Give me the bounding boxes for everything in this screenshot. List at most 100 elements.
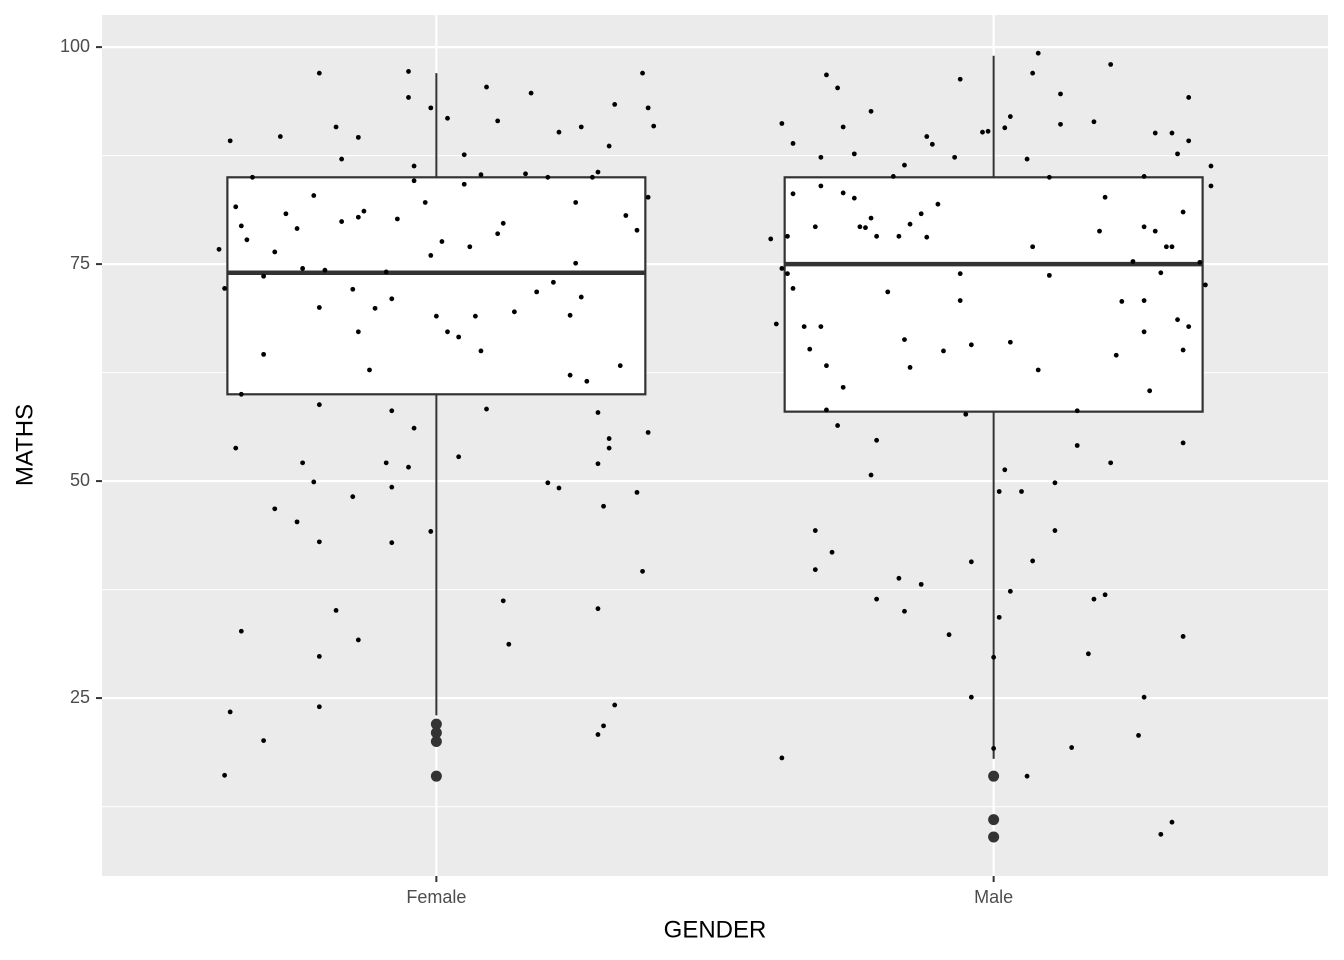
jitter-point [233,445,239,451]
jitter-point [768,236,774,242]
jitter-point [595,461,601,467]
y-axis-title: MATHS [11,404,38,486]
jitter-point [433,313,439,319]
jitter-point [595,732,601,737]
jitter-point [1163,244,1169,250]
jitter-point [578,124,584,130]
jitter-point [428,529,434,534]
outlier [430,727,442,739]
jitter-point [1186,324,1192,329]
jitter-point [316,305,322,310]
jitter-point [634,489,640,495]
jitter-point [640,70,645,76]
jitter-point [350,494,356,500]
outlier [988,831,1000,843]
jitter-point [896,575,902,581]
jitter-point [333,608,339,613]
jitter-point [277,134,283,139]
jitter-point [261,351,267,357]
jitter-point [1141,298,1147,303]
jitter-point [311,193,317,198]
jitter-point [445,115,450,121]
jitter-point [1186,95,1192,100]
jitter-point [1097,228,1102,234]
jitter-point [484,406,489,412]
jitter-point [812,528,818,533]
jitter-point [868,472,874,478]
jitter-point [545,174,551,180]
jitter-point [1007,339,1013,345]
jitter-point [617,363,623,369]
jitter-point [634,227,640,233]
jitter-point [406,95,411,100]
jitter-point [478,172,484,178]
jitter-point [1085,651,1091,657]
jitter-point [968,559,974,565]
jitter-point [996,614,1002,620]
jitter-point [601,723,606,729]
jitter-point [389,408,395,414]
jitter-point [807,346,813,352]
jitter-point [1158,831,1164,837]
jitter-point [902,608,907,614]
jitter-point [957,298,963,303]
jitter-point [790,286,796,291]
jitter-point [523,171,528,177]
jitter-point [528,90,534,96]
jitter-point [790,191,796,197]
jitter-point [1002,467,1008,473]
jitter-point [294,226,300,231]
jitter-point [355,637,361,643]
jitter-point [316,704,322,710]
jitter-point [355,134,361,140]
jitter-point [1035,50,1041,56]
jitter-point [835,423,840,428]
jitter-point [261,273,267,279]
jitter-point [1203,282,1208,288]
jitter-point [868,215,874,221]
x-tick-label: Male [974,887,1013,907]
jitter-point [968,342,974,348]
jitter-point [1180,440,1186,446]
jitter-point [1141,224,1147,230]
jitter-point [250,174,255,180]
jitter-point [428,105,434,111]
jitter-point [227,709,233,715]
jitter-point [1091,119,1097,125]
jitter-point [389,540,395,546]
jitter-point [495,231,501,237]
jitter-point [584,378,590,384]
jitter-point [824,72,829,78]
jitter-point [300,460,306,466]
jitter-point [606,436,612,441]
jitter-point [361,208,367,214]
jitter-point [573,200,579,205]
jitter-point [590,174,595,180]
jitter-point [1175,317,1180,323]
jitter-point [1113,352,1119,358]
jitter-point [790,141,796,146]
jitter-point [835,85,840,91]
jitter-point [383,269,389,275]
jitter-point [333,124,339,130]
jitter-point [406,69,411,74]
jitter-point [612,702,618,708]
jitter-point [1030,70,1036,76]
jitter-point [1019,489,1024,494]
jitter-point [1074,408,1080,414]
jitter-point [1130,259,1136,264]
jitter-point [456,454,462,460]
jitter-point [1046,174,1052,180]
outlier [430,770,442,782]
jitter-point [411,163,417,169]
jitter-point [606,445,612,451]
jitter-point [1147,388,1153,394]
jitter-point [244,237,250,243]
jitter-point [1169,130,1175,136]
jitter-point [1030,558,1036,564]
jitter-point [316,654,322,659]
jitter-point [261,738,267,744]
jitter-point [868,108,874,114]
jitter-point [1141,174,1147,179]
